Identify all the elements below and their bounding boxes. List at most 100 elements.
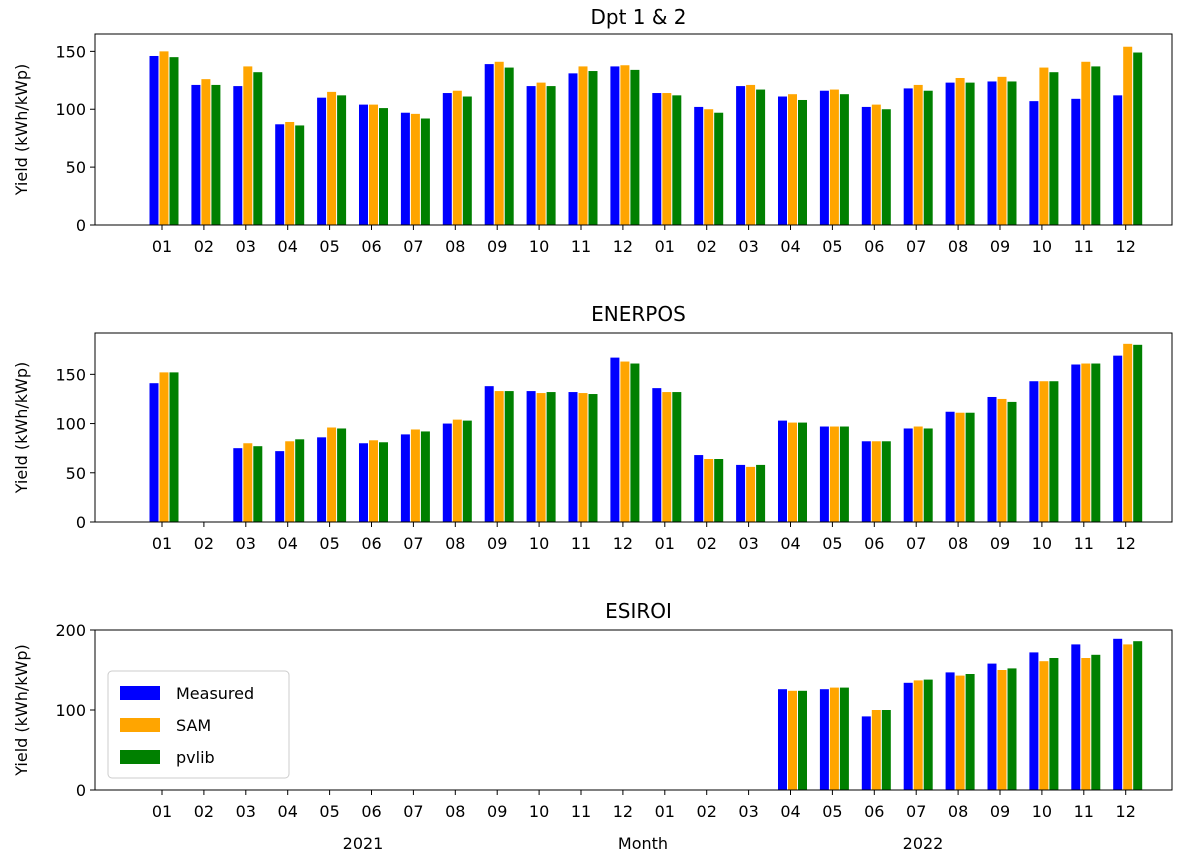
x-tick-label: 07 <box>906 534 926 553</box>
bar-sam-12 <box>620 65 630 225</box>
bar-pvlib-16 <box>798 99 807 225</box>
bar-pvlib-11 <box>588 71 598 225</box>
x-tick-label: 01 <box>655 802 675 821</box>
bar-sam-6 <box>369 104 378 225</box>
bar-measured-13 <box>652 93 662 225</box>
bar-sam-22 <box>1039 67 1049 225</box>
y-tick-label: 100 <box>55 100 86 119</box>
bar-measured-18 <box>861 441 871 522</box>
bar-sam-1 <box>159 372 169 523</box>
x-tick-label: 12 <box>1116 534 1136 553</box>
bar-sam-15 <box>746 84 756 226</box>
bar-measured-8 <box>442 423 452 522</box>
bar-measured-22 <box>1029 652 1039 790</box>
bar-sam-10 <box>536 82 546 226</box>
bar-pvlib-11 <box>588 394 598 522</box>
bar-pvlib-17 <box>839 687 849 790</box>
x-tick-label: 01 <box>152 237 172 256</box>
x-tick-label: 10 <box>1032 802 1052 821</box>
legend: Measured SAM pvlib <box>107 670 290 779</box>
x-tick-label: 07 <box>906 802 926 821</box>
y-axis-label: Yield (kWh/kWp) <box>12 64 31 197</box>
x-tick-label: 09 <box>990 534 1010 553</box>
bar-sam-13 <box>662 392 672 522</box>
x-tick-label: 04 <box>780 237 800 256</box>
bar-pvlib-18 <box>881 109 891 225</box>
bar-sam-14 <box>704 459 714 522</box>
bar-measured-19 <box>903 88 913 225</box>
x-tick-label: 06 <box>864 802 884 821</box>
bar-pvlib-8 <box>462 96 472 225</box>
legend-label-pvlib: pvlib <box>176 748 215 767</box>
x-tick-label: 12 <box>613 802 633 821</box>
bar-sam-22 <box>1039 381 1049 522</box>
bar-sam-16 <box>788 422 797 522</box>
bar-pvlib-19 <box>923 679 933 790</box>
x-tick-label: 09 <box>487 237 507 256</box>
bar-measured-2 <box>191 84 201 226</box>
bar-sam-21 <box>997 398 1007 522</box>
bar-measured-9 <box>484 64 494 225</box>
bar-measured-23 <box>1071 364 1081 522</box>
bar-pvlib-23 <box>1091 363 1101 522</box>
bar-measured-11 <box>568 392 578 522</box>
bar-sam-23 <box>1081 363 1091 522</box>
bar-pvlib-5 <box>337 428 347 522</box>
bar-sam-5 <box>327 91 337 225</box>
y-tick-label: 0 <box>76 216 86 235</box>
x-tick-label: 06 <box>361 237 381 256</box>
bar-measured-4 <box>275 451 285 523</box>
x-tick-label: 04 <box>780 534 800 553</box>
bar-sam-17 <box>829 687 839 790</box>
legend-swatch-sam <box>120 718 160 732</box>
bar-pvlib-4 <box>295 125 305 225</box>
bar-measured-17 <box>819 689 829 790</box>
bar-measured-18 <box>861 716 871 790</box>
bar-measured-16 <box>778 689 787 790</box>
bar-sam-16 <box>788 690 797 790</box>
bar-pvlib-2 <box>211 84 221 226</box>
bar-sam-8 <box>452 90 462 225</box>
bar-measured-5 <box>317 437 327 522</box>
bar-measured-14 <box>694 106 704 225</box>
x-tick-label: 04 <box>278 237 298 256</box>
x-tick-label: 02 <box>697 534 717 553</box>
bar-pvlib-8 <box>462 420 472 522</box>
bar-sam-13 <box>662 93 672 225</box>
x-tick-label: 03 <box>236 802 256 821</box>
x-tick-label: 10 <box>529 237 549 256</box>
x-tick-label: 08 <box>948 237 968 256</box>
x-tick-label: 03 <box>236 534 256 553</box>
x-tick-label: 04 <box>278 802 298 821</box>
bar-measured-20 <box>945 672 955 790</box>
x-tick-label: 06 <box>864 237 884 256</box>
plot-frame <box>94 332 1173 523</box>
bar-pvlib-9 <box>504 67 514 225</box>
x-tick-label: 05 <box>319 237 339 256</box>
bar-sam-17 <box>829 89 839 225</box>
bar-pvlib-21 <box>1007 401 1017 522</box>
y-axis-label: Yield (kWh/kWp) <box>12 644 31 777</box>
bar-sam-10 <box>536 393 546 522</box>
x-tick-label: 12 <box>1116 237 1136 256</box>
bar-measured-11 <box>568 73 578 225</box>
bar-measured-15 <box>736 464 746 522</box>
x-tick-label: 01 <box>152 534 172 553</box>
bar-sam-8 <box>452 419 462 523</box>
x-tick-label: 05 <box>822 534 842 553</box>
bar-pvlib-6 <box>379 442 388 522</box>
bar-sam-19 <box>913 680 923 790</box>
plot-frame <box>94 33 1173 226</box>
x-tick-label: 07 <box>403 802 423 821</box>
x-tick-label: 10 <box>529 534 549 553</box>
bar-pvlib-17 <box>839 426 849 522</box>
x-tick-label: 05 <box>319 534 339 553</box>
bar-pvlib-12 <box>630 69 640 225</box>
bar-sam-18 <box>871 104 881 225</box>
bar-pvlib-15 <box>756 464 766 522</box>
bar-pvlib-13 <box>672 392 682 522</box>
bar-pvlib-1 <box>169 57 179 226</box>
bar-pvlib-16 <box>798 690 807 790</box>
bar-measured-7 <box>400 434 410 522</box>
